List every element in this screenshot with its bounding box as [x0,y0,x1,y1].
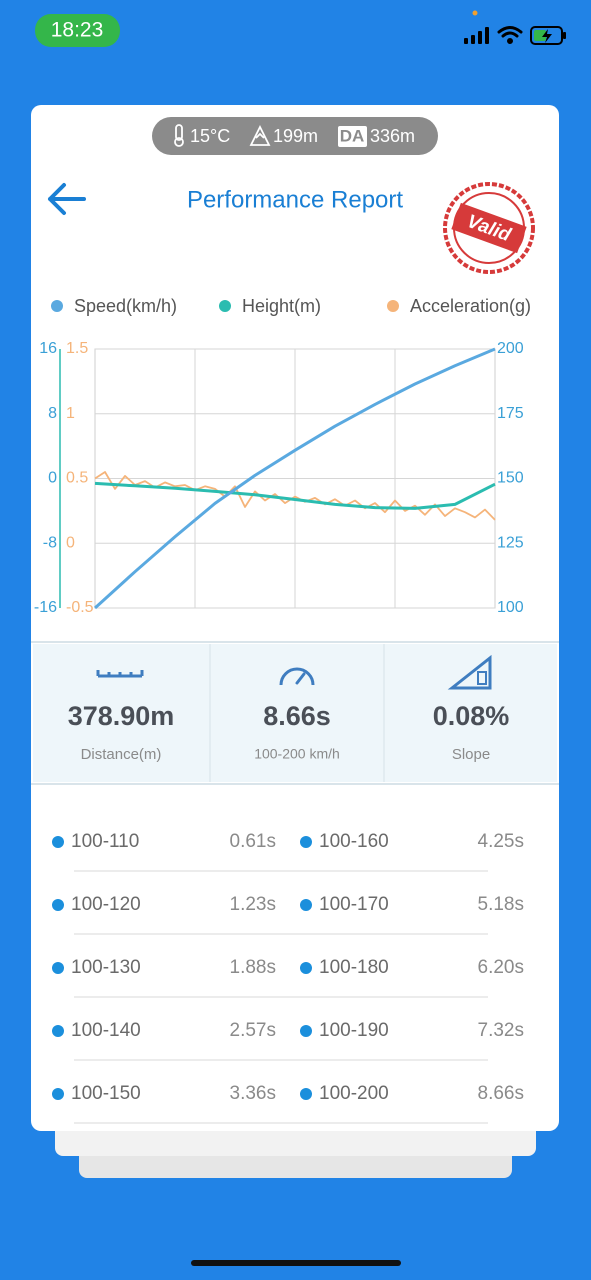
split-time: 1.23s [230,894,276,915]
battery-icon [530,26,566,45]
distance-icon [96,670,144,678]
split-dot [300,962,312,974]
split-range: 100-120 [71,894,141,915]
split-dot [300,1088,312,1100]
stat-label: Slope [452,746,490,763]
y2-tick-label: 200 [497,340,524,357]
split-dot [52,836,64,848]
split-time: 3.36s [230,1083,276,1104]
split-time: 7.32s [478,1020,524,1041]
split-time: 0.61s [230,831,276,852]
legend-label: Speed(km/h) [74,296,177,316]
split-range: 100-200 [319,1083,389,1104]
split-time: 5.18s [478,894,524,915]
split-time: 8.66s [478,1083,524,1104]
altitude: 199m [273,126,318,146]
y3-tick-label: 0 [66,534,75,551]
series-line [94,481,496,510]
privacy-dot [472,10,478,16]
series-line [93,347,496,610]
split-dot [52,1088,64,1100]
y2-tick-label: 150 [497,470,524,487]
mountain-icon [249,124,271,146]
da-badge-box [338,126,367,147]
legend-label: Height(m) [242,296,321,316]
stat-label: Distance(m) [81,746,162,763]
split-range: 100-190 [319,1020,389,1041]
series-line [94,471,496,521]
legend-dot [51,300,63,312]
split-range: 100-180 [319,957,389,978]
y2-tick-label: 100 [497,599,524,616]
slope-icon [447,654,492,690]
split-range: 100-160 [319,831,389,852]
y-tick-label: 8 [48,405,57,422]
back-button[interactable] [48,183,86,215]
split-dot [52,899,64,911]
da-badge: DA [340,126,365,145]
speed-icon [279,667,315,686]
stat-label: 100-200 km/h [254,746,340,762]
temperature: 15°C [190,126,230,146]
report-card [31,105,559,1131]
stats: 378.90m Distance(m) 8.66s 100-200 km/h 0.08%… [68,701,510,763]
y3-tick-label: 1 [66,405,75,422]
stat-value: 378.90m [68,701,175,731]
y-tick-label: 16 [39,340,57,357]
split-dot [52,962,64,974]
y2-tick-label: 125 [497,534,524,551]
y3-tick-label: 0.5 [66,470,88,487]
clock: 18:23 [51,19,104,42]
split-dot [300,836,312,848]
density-altitude: 336m [370,126,415,146]
y-tick-label: 0 [48,470,57,487]
stat-value: 8.66s [263,701,331,731]
split-dot [300,899,312,911]
legend-dot [219,300,231,312]
legend-dot [387,300,399,312]
split-range: 100-140 [71,1020,141,1041]
y2-tick-label: 175 [497,405,524,422]
split-time: 4.25s [478,831,524,852]
y-tick-label: -16 [34,599,57,616]
split-dot [52,1025,64,1037]
home-indicator [191,1260,401,1266]
split-range: 100-110 [71,831,139,852]
wifi-icon [497,26,523,44]
split-dot [300,1025,312,1037]
signal-icon [464,27,489,44]
time-pill [35,14,120,47]
page-title: Performance Report [187,186,403,213]
split-range: 100-150 [71,1083,141,1104]
legend-label: Acceleration(g) [410,296,531,316]
split-range: 100-130 [71,957,141,978]
chart: Speed(km/h) Height(m) Acceleration(g)1680-… [34,296,531,616]
splits: 100-110 0.61s 100-120 1.23s 100-130 1.88s 100-… [52,831,524,1124]
split-range: 100-170 [319,894,389,915]
y3-tick-label: 1.5 [66,340,88,357]
split-time: 1.88s [230,957,276,978]
thermometer-icon [174,124,184,147]
split-time: 6.20s [478,957,524,978]
stat-value: 0.08% [433,701,510,731]
split-time: 2.57s [230,1020,276,1041]
y-tick-label: -8 [43,534,57,551]
stats-panel [33,644,557,782]
y3-tick-label: -0.5 [66,599,94,616]
